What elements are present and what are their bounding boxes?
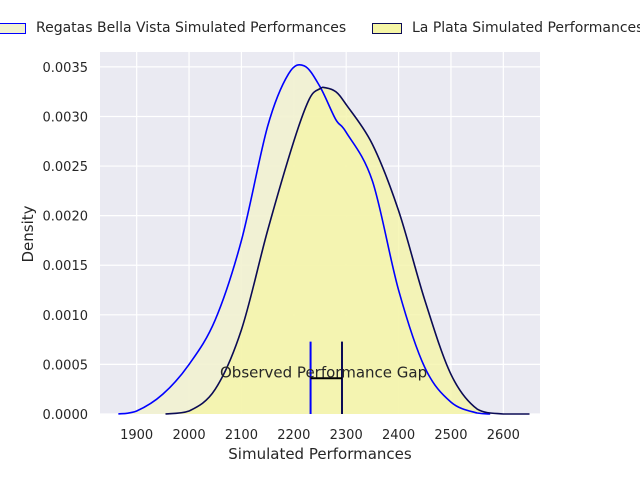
density-line-regatas <box>118 63 491 415</box>
gap-annotation: Observed Performance Gap <box>220 341 427 414</box>
y-tick-label: 0.0015 <box>43 259 89 274</box>
x-tick-label: 2400 <box>382 428 415 443</box>
legend-item-regatas: Regatas Bella Vista Simulated Performanc… <box>0 20 346 36</box>
x-ticks: 1900 2000 2100 2200 2300 2400 2500 2600 <box>120 428 520 443</box>
gap-annotation-label: Observed Performance Gap <box>220 363 427 381</box>
y-tick-label: 0.0035 <box>43 61 89 76</box>
x-tick-label: 2000 <box>173 428 206 443</box>
x-tick-label: 2600 <box>487 428 520 443</box>
legend-swatch-laplata <box>372 22 402 34</box>
legend-label-laplata: La Plata Simulated Performances <box>412 20 640 36</box>
y-tick-label: 0.0000 <box>43 408 89 423</box>
y-tick-label: 0.0025 <box>43 160 89 175</box>
y-tick-label: 0.0010 <box>43 309 89 324</box>
y-axis-label: Density <box>19 205 37 262</box>
x-tick-label: 1900 <box>120 428 153 443</box>
y-tick-label: 0.0005 <box>43 358 89 373</box>
y-tick-label: 0.0020 <box>43 210 89 225</box>
density-area-laplata <box>165 87 530 414</box>
legend-swatch-regatas <box>0 22 26 34</box>
x-tick-label: 2500 <box>434 428 467 443</box>
density-lines <box>118 63 530 415</box>
legend: Regatas Bella Vista Simulated Performanc… <box>0 20 640 40</box>
density-areas <box>118 64 530 415</box>
x-axis-label: Simulated Performances <box>228 445 412 463</box>
legend-item-laplata: La Plata Simulated Performances <box>372 20 640 36</box>
x-tick-label: 2300 <box>330 428 363 443</box>
y-ticks: 0.0000 0.0005 0.0010 0.0015 0.0020 0.0025 0.00… <box>43 61 89 423</box>
x-tick-label: 2100 <box>225 428 258 443</box>
y-tick-label: 0.0030 <box>43 110 89 125</box>
legend-label-regatas: Regatas Bella Vista Simulated Performanc… <box>36 20 347 36</box>
density-line-laplata <box>165 86 530 415</box>
x-tick-label: 2200 <box>277 428 310 443</box>
